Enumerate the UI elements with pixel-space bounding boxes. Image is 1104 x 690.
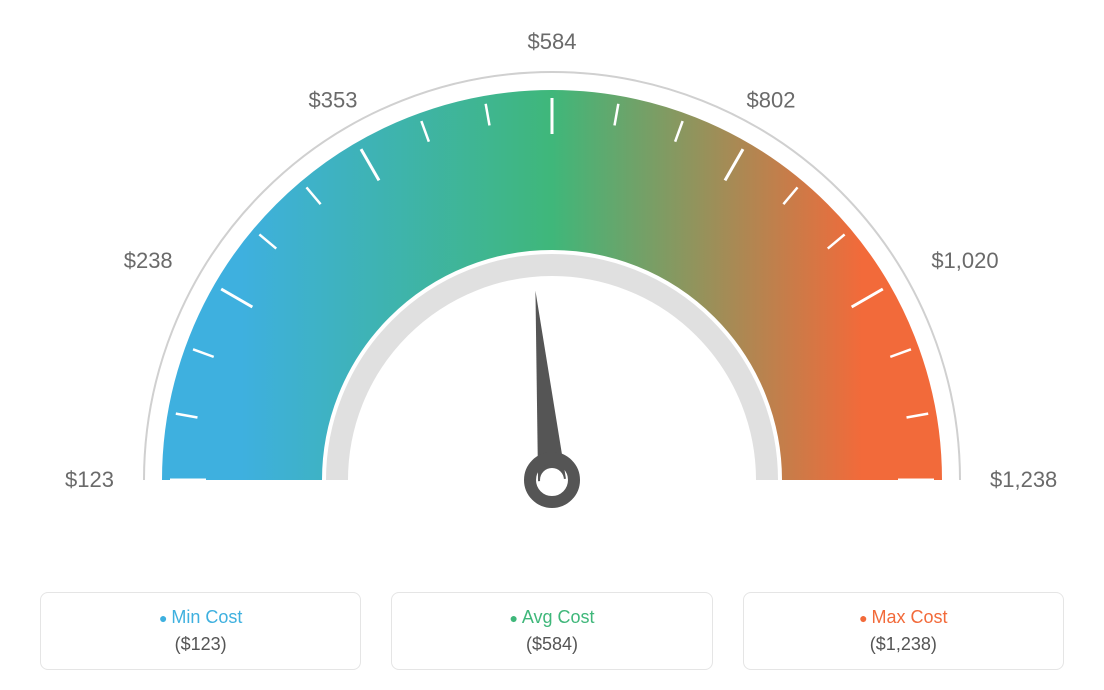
cost-gauge-chart: $123 $238 $353 $584 $802 $1,020 $1,238 Min Cos…	[0, 0, 1104, 690]
gauge-svg: $123 $238 $353 $584 $802 $1,020 $1,238	[0, 0, 1104, 560]
svg-text:$584: $584	[528, 29, 577, 54]
svg-text:$123: $123	[65, 467, 114, 492]
legend-max-label: Max Cost	[754, 607, 1053, 628]
legend-min-label: Min Cost	[51, 607, 350, 628]
svg-text:$238: $238	[124, 248, 173, 273]
svg-text:$1,238: $1,238	[990, 467, 1057, 492]
svg-text:$353: $353	[309, 88, 358, 113]
legend-max: Max Cost ($1,238)	[743, 592, 1064, 670]
legend-avg-value: ($584)	[402, 634, 701, 655]
legend-min: Min Cost ($123)	[40, 592, 361, 670]
legend-max-value: ($1,238)	[754, 634, 1053, 655]
svg-text:$802: $802	[747, 88, 796, 113]
legend-avg: Avg Cost ($584)	[391, 592, 712, 670]
legend-row: Min Cost ($123) Avg Cost ($584) Max Cost…	[0, 592, 1104, 670]
legend-avg-label: Avg Cost	[402, 607, 701, 628]
svg-text:$1,020: $1,020	[931, 248, 998, 273]
legend-min-value: ($123)	[51, 634, 350, 655]
